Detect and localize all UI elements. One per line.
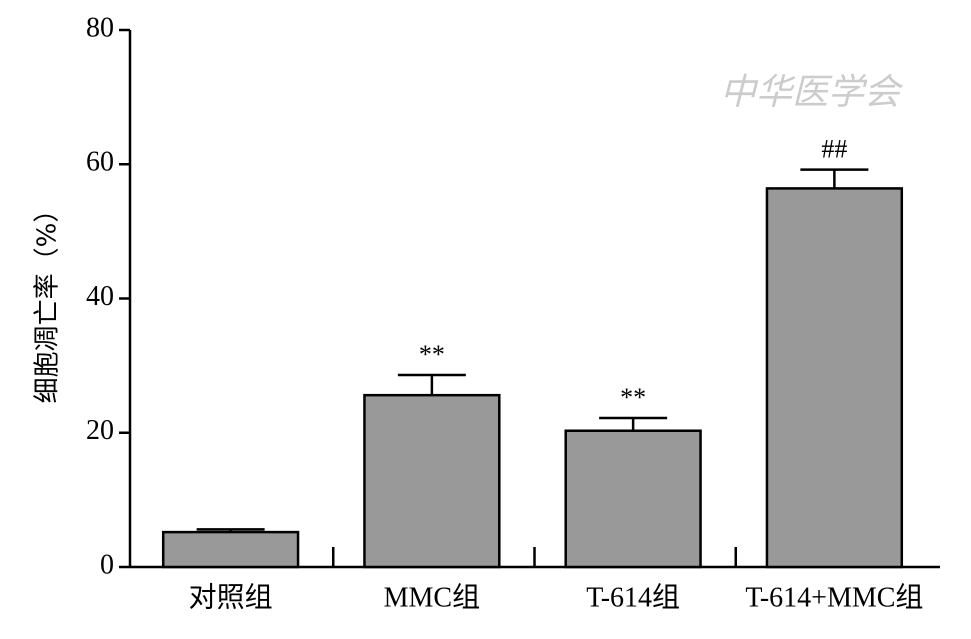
watermark: 中华医学会	[720, 72, 904, 113]
error-bar	[397, 373, 466, 396]
x-tick-label: T-614组	[586, 581, 680, 613]
x-tick-label: 对照组	[189, 581, 273, 613]
y-tick-label: 20	[86, 415, 114, 446]
error-bar	[599, 416, 668, 431]
bar	[765, 187, 904, 569]
annotation: ##	[821, 135, 847, 164]
bar	[363, 393, 501, 569]
y-tick-label: 40	[86, 281, 114, 312]
error-bar	[196, 528, 265, 533]
y-tick-label: 80	[86, 12, 114, 43]
annotation: **	[419, 340, 445, 369]
error-bar	[800, 168, 869, 189]
bar	[564, 429, 702, 569]
bar	[161, 530, 300, 569]
annotation: **	[620, 383, 646, 412]
y-tick-label: 0	[100, 549, 114, 580]
x-tick-label: MMC组	[384, 581, 480, 613]
y-tick-label: 60	[86, 147, 114, 178]
y-axis-label: 细胞凋亡率（%）	[33, 197, 63, 404]
x-tick-label: T-614+MMC组	[745, 581, 923, 613]
